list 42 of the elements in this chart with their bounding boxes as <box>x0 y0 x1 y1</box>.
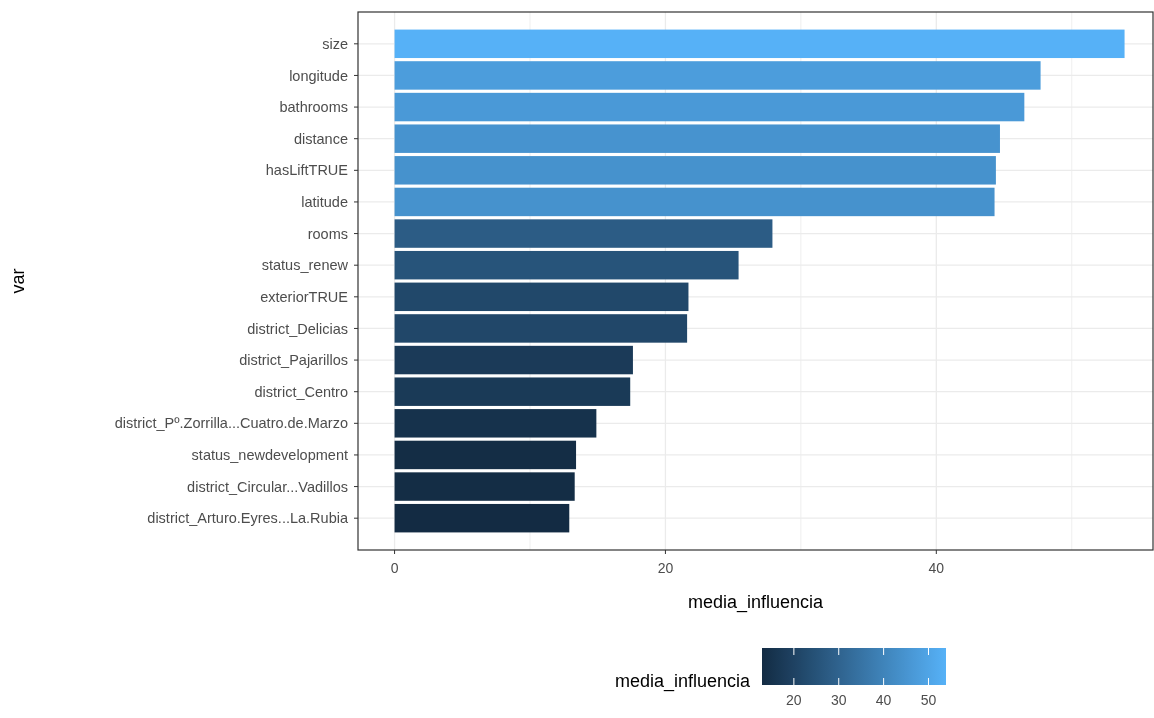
y-tick-label: district_Circular...Vadillos <box>187 478 348 495</box>
y-tick-label: district_Delicias <box>247 320 348 337</box>
y-tick-label: distance <box>293 130 348 147</box>
y-tick-label: rooms <box>307 225 348 242</box>
color-bar-label: 20 <box>786 692 802 708</box>
bar <box>394 314 688 343</box>
bar <box>394 61 1041 90</box>
y-tick-label: size <box>322 35 348 52</box>
color-bar-label: 30 <box>830 692 847 708</box>
color-bar-label: 40 <box>875 692 892 708</box>
bar <box>394 345 633 375</box>
y-tick-label: status_renew <box>261 257 349 274</box>
bar <box>394 503 570 533</box>
bar <box>394 219 773 248</box>
bar <box>394 187 995 217</box>
x-axis-title: media_influencia <box>687 592 825 613</box>
x-tick-label: 40 <box>928 560 945 576</box>
bar <box>394 472 575 501</box>
y-axis-title: var <box>8 268 28 294</box>
bar <box>394 377 631 406</box>
bar <box>394 156 996 185</box>
bar <box>394 92 1025 122</box>
y-tick-label: hasLiftTRUE <box>265 162 349 179</box>
x-tick-label: 20 <box>657 560 674 576</box>
bar <box>394 440 577 470</box>
y-tick-label: latitude <box>301 194 348 211</box>
bar <box>394 409 597 438</box>
y-tick-label: district_Pajarillos <box>239 352 348 369</box>
bar <box>394 29 1125 59</box>
bar <box>394 250 739 280</box>
y-tick-label: status_newdevelopment <box>191 447 348 464</box>
y-tick-label: longitude <box>289 67 348 84</box>
y-tick-label: district_Centro <box>254 383 348 400</box>
color-bar-title: media_influencia <box>614 671 751 692</box>
y-tick-label: exteriorTRUE <box>260 288 349 305</box>
y-tick-label: bathrooms <box>279 99 348 116</box>
bar <box>394 124 1000 153</box>
y-tick-label: district_Arturo.Eyres...La.Rubia <box>147 510 349 527</box>
color-bar-label: 50 <box>920 692 937 708</box>
x-tick-label: 0 <box>390 560 399 576</box>
bar <box>394 282 689 312</box>
y-tick-label: district_Pº.Zorrilla...Cuatro.de.Marzo <box>114 415 348 432</box>
